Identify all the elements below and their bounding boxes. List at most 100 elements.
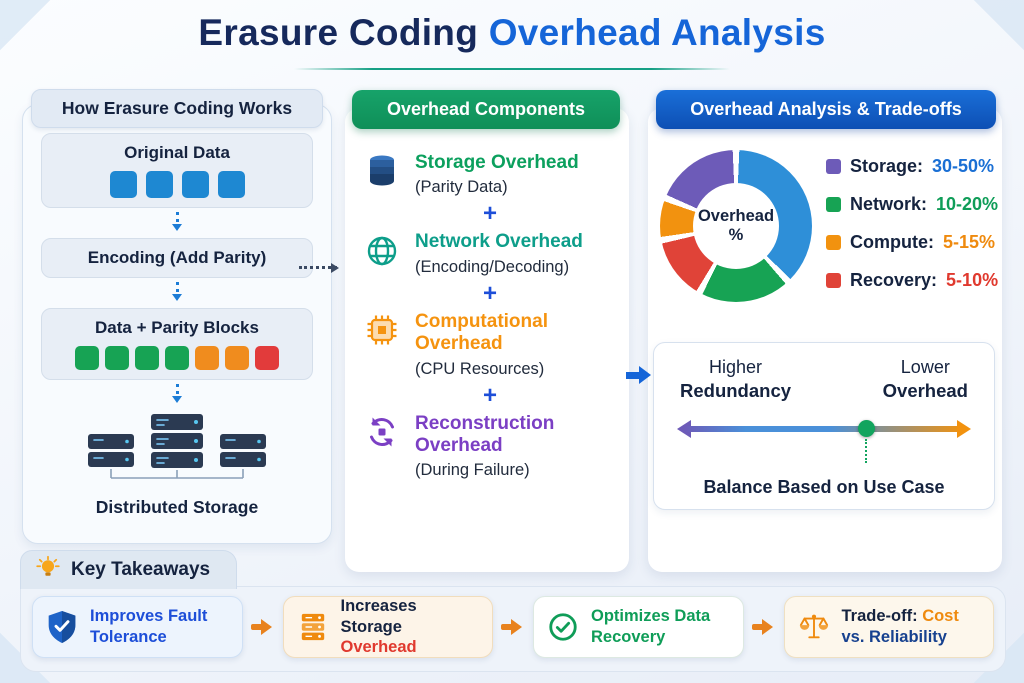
components-list: Storage Overhead (Parity Data) + Network… [361, 152, 619, 564]
takeaway-text-segment: vs. Reliability [841, 628, 947, 646]
tradeoff-left-top: Higher [709, 357, 763, 377]
lightbulb-icon [35, 555, 61, 586]
analysis-header: Overhead Analysis & Trade-offs [656, 90, 996, 129]
legend-value: 5-10% [946, 270, 999, 290]
component-title: Network Overhead [415, 231, 583, 253]
tradeoff-right-bottom: Overhead [882, 380, 968, 402]
tradeoff-right-label: Lower Overhead [883, 356, 968, 403]
plus-separator: + [482, 200, 497, 228]
legend-swatch [826, 197, 841, 212]
legend-value: 30-50% [932, 156, 995, 176]
takeaway-cards-row: Improves Fault Tolerance Increases Stora… [32, 596, 994, 658]
legend-label: Storage: [850, 156, 924, 176]
original-data-box: Original Data [41, 133, 313, 208]
takeaway-text-segment: Improves Fault Tolerance [90, 607, 208, 646]
plus-separator: + [482, 279, 497, 307]
right-arrowhead-icon [957, 420, 980, 439]
takeaway-text-segment: Increases Storage [340, 597, 417, 636]
takeaway-text: Trade-off: Cost vs. Reliability [842, 606, 984, 647]
tradeoff-end-labels: Higher Redundancy Lower Overhead [654, 343, 994, 403]
database-icon [361, 152, 403, 194]
takeaway-text-segment: Optimizes Data Recovery [591, 607, 711, 646]
components-panel: Storage Overhead (Parity Data) + Network… [345, 108, 629, 572]
component-title: Reconstruction Overhead [415, 412, 555, 457]
reconstruction-icon [361, 413, 403, 455]
down-arrow-icon [172, 212, 182, 231]
parity-blocks [46, 346, 308, 370]
parity-box: Data + Parity Blocks [41, 308, 313, 380]
legend-label: Recovery: [850, 270, 938, 290]
tradeoff-left-label: Higher Redundancy [680, 356, 791, 403]
component-storage-overhead: Storage Overhead (Parity Data) [361, 152, 619, 197]
takeaway-card-data-recovery: Optimizes Data Recovery [533, 596, 744, 658]
legend-swatch [826, 235, 841, 250]
globe-icon [361, 231, 403, 273]
donut-center-label: Overhead % [693, 183, 779, 269]
slider-marker-stem [864, 439, 867, 464]
arrow-icon [250, 618, 275, 635]
slider-marker [857, 420, 875, 438]
flow-arrow-left-to-middle-icon [299, 262, 339, 273]
tradeoff-caption: Balance Based on Use Case [703, 477, 945, 498]
flow-arrow-middle-to-right-icon [626, 366, 651, 384]
legend-row-compute: Compute: 5-15% [826, 232, 998, 253]
encoding-label: Encoding (Add Parity) [87, 248, 267, 267]
tradeoff-box: Higher Redundancy Lower Overhead Balance… [653, 342, 995, 510]
donut-label-line2: % [728, 226, 744, 244]
parity-label: Data + Parity Blocks [95, 318, 259, 337]
tradeoff-right-top: Lower [900, 357, 950, 377]
component-computational-overhead: Computational Overhead (CPU Resources) [361, 311, 619, 379]
original-data-label: Original Data [124, 143, 230, 162]
component-subtitle: (CPU Resources) [415, 359, 545, 378]
takeaway-card-tradeoff: Trade-off: Cost vs. Reliability [783, 596, 994, 658]
component-subtitle: (During Failure) [415, 461, 530, 480]
server-icon [296, 611, 330, 643]
takeaway-text: Increases Storage Overhead [341, 596, 483, 658]
original-data-blocks [46, 171, 308, 198]
components-header: Overhead Components [352, 90, 620, 129]
donut-legend: Storage: 30-50% Network: 10-20% Compute:… [826, 156, 998, 291]
component-subtitle: (Encoding/Decoding) [415, 257, 570, 276]
how-it-works-header: How Erasure Coding Works [31, 89, 323, 128]
arrow-icon [501, 618, 525, 635]
legend-swatch [826, 159, 841, 174]
title-part-1: Erasure Coding [198, 12, 479, 53]
shield-icon [45, 609, 79, 645]
overhead-donut: Overhead % [660, 150, 812, 302]
donut-label-line1: Overhead [697, 207, 775, 226]
takeaway-card-fault-tolerance: Improves Fault Tolerance [32, 596, 243, 658]
takeaway-text-segment: Overhead [340, 638, 417, 657]
encoding-box: Encoding (Add Parity) [41, 238, 313, 278]
tradeoff-left-bottom: Redundancy [680, 380, 792, 402]
title-part-2: Overhead Analysis [488, 12, 826, 53]
legend-value: 10-20% [936, 194, 999, 214]
key-takeaways-tab: Key Takeaways [20, 550, 238, 589]
legend-swatch [826, 273, 841, 288]
title-underline [294, 68, 730, 70]
legend-label: Network: [850, 194, 928, 214]
legend-label: Compute: [850, 232, 934, 252]
legend-row-recovery: Recovery: 5-10% [826, 270, 998, 291]
down-arrow-icon [172, 384, 182, 403]
scales-icon [797, 611, 831, 643]
check-circle-icon [546, 611, 580, 643]
down-arrow-icon [172, 282, 182, 301]
component-title: Computational Overhead [415, 310, 548, 355]
legend-value: 5-15% [943, 232, 996, 252]
slider-track [684, 426, 964, 433]
component-reconstruction-overhead: Reconstruction Overhead (During Failure) [361, 413, 619, 481]
component-subtitle: (Parity Data) [415, 178, 508, 197]
takeaway-card-storage-overhead: Increases Storage Overhead [282, 596, 493, 658]
component-network-overhead: Network Overhead (Encoding/Decoding) [361, 231, 619, 276]
how-it-works-flow: Original Data Encoding (Add Parity) Data… [41, 133, 313, 535]
legend-row-network: Network: 10-20% [826, 194, 998, 215]
server-cluster-icon [70, 410, 284, 495]
key-takeaways-title: Key Takeaways [71, 559, 211, 580]
legend-row-storage: Storage: 30-50% [826, 156, 998, 177]
component-title: Storage Overhead [415, 152, 579, 173]
takeaway-text-segment: Cost [922, 607, 959, 626]
takeaway-text: Optimizes Data Recovery [591, 606, 733, 647]
arrow-icon [751, 618, 776, 635]
cpu-icon [361, 311, 403, 353]
